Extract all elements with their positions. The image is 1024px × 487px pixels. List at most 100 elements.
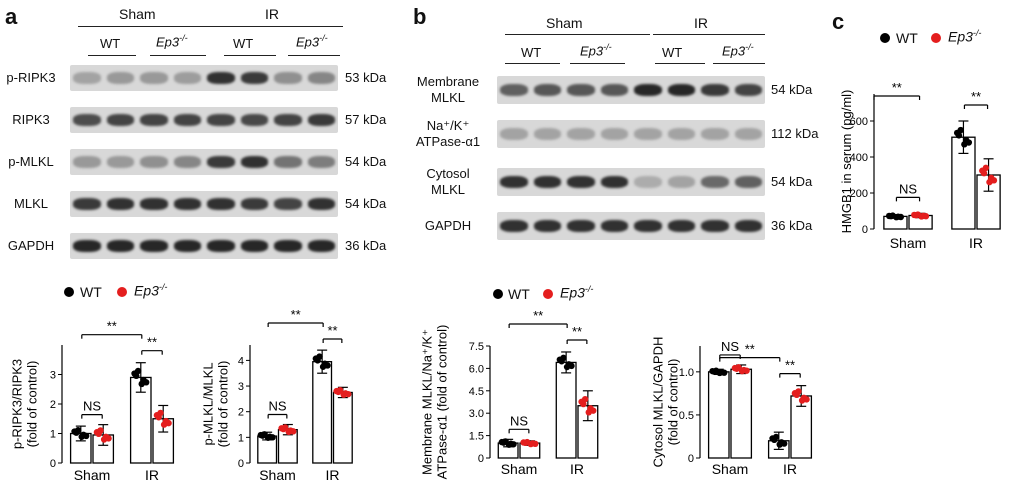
chart-1: 0 1 2 3 p-RIPK3/RIPK3 (fold of control) Sham IR… [10, 319, 175, 483]
data-point [155, 414, 162, 421]
y-axis-label: (fold of control) [25, 361, 40, 448]
data-point [922, 213, 930, 220]
blot-label-line: GAPDH [424, 218, 472, 233]
y-tick-label: 1.5 [469, 431, 484, 443]
y-tick-label: 0 [238, 458, 244, 470]
y-tick-label: 1.0 [679, 367, 694, 379]
data-point [314, 357, 321, 364]
y-tick-label: 7.5 [469, 341, 484, 353]
blot-band [173, 240, 201, 252]
data-point [738, 367, 746, 375]
y-axis-label: Cytosol MLKL/GAPDH [651, 337, 666, 468]
significance-wt: ** [892, 80, 902, 95]
blot-label-line: ATPase-α1 [415, 134, 481, 149]
panel-letter-b: b [413, 4, 427, 29]
blot-kda: 54 kDa [345, 196, 387, 211]
legend-wt-label: WT [80, 284, 102, 300]
significance-ns: NS [83, 399, 101, 414]
blot-band [274, 198, 302, 210]
data-point [986, 178, 993, 186]
blot-band [173, 72, 201, 84]
y-tick-label: 2 [238, 407, 244, 419]
data-point [280, 425, 287, 433]
legend-ko-dot [117, 287, 127, 297]
data-point [793, 391, 800, 399]
blot-band [207, 114, 235, 126]
blot-band [567, 83, 595, 97]
y-axis-label: (fold of control) [216, 361, 231, 448]
blot-band [274, 240, 302, 252]
group-label-ir-a: IR [265, 6, 279, 22]
blot-band [106, 114, 134, 126]
y-tick-label: 6.0 [469, 363, 484, 375]
significance-ir: ** [327, 323, 337, 338]
blot-band [73, 114, 101, 126]
blot-band [667, 219, 695, 233]
blot-kda: 53 kDa [345, 70, 387, 85]
blot-band [533, 219, 561, 233]
category-label: Sham [712, 461, 749, 477]
y-axis-label: p-RIPK3/RIPK3 [10, 359, 25, 449]
blot-band [140, 198, 168, 210]
blot-strip [497, 168, 765, 196]
y-tick-label: 3 [50, 370, 56, 382]
data-point [335, 388, 342, 396]
blot-band [634, 219, 662, 233]
data-point [160, 421, 168, 428]
blot-band [240, 240, 268, 252]
group-label-sham-b: Sham [546, 15, 583, 31]
blot-band [106, 198, 134, 210]
legend-ko-label: Ep3-/- [560, 284, 594, 301]
blot-band [173, 156, 201, 168]
y-axis-label: (fold of control) [666, 359, 681, 446]
genotype-label-b-1: WT [521, 45, 542, 60]
blot-band [701, 83, 729, 97]
data-point [580, 400, 587, 408]
blot-band [307, 240, 335, 252]
blot-band [173, 198, 201, 210]
blot-band [106, 240, 134, 252]
significance-ir: ** [785, 358, 795, 373]
blot-band [106, 156, 134, 168]
data-point [980, 170, 988, 177]
legend-ko-label: Ep3-/- [948, 28, 982, 45]
blot-band [240, 156, 268, 168]
blot-strip [497, 212, 765, 240]
data-point [585, 409, 592, 416]
blot-strip [497, 120, 765, 148]
data-point [711, 368, 718, 375]
blot-band [567, 219, 595, 233]
significance-ir: ** [572, 324, 582, 339]
significance-wt: ** [107, 319, 117, 334]
category-label: IR [969, 235, 983, 251]
bar-wt [555, 361, 577, 459]
blot-band [600, 219, 628, 233]
data-point [340, 391, 347, 398]
genotype-label-b-2: Ep3-/- [580, 42, 612, 59]
blot-label: Membrane MLKL [408, 74, 488, 106]
blot-band [734, 175, 762, 189]
blot-label: p-MLKL [8, 154, 54, 169]
blot-band [207, 240, 235, 252]
blot-kda: 54 kDa [345, 154, 387, 169]
blot-band [701, 219, 729, 233]
significance-wt: ** [745, 342, 755, 357]
group-label-sham-a: Sham [119, 6, 156, 22]
blot-band [106, 72, 134, 84]
blot-band [73, 72, 101, 84]
y-tick-label: 0.5 [679, 410, 694, 422]
blot-kda: 54 kDa [771, 82, 813, 97]
genotype-label-b-4: Ep3-/- [722, 42, 754, 59]
data-point [138, 380, 145, 388]
blot-band [173, 114, 201, 126]
significance-ir: ** [147, 335, 157, 350]
group-line-ir-b [653, 34, 765, 35]
genotype-line-b-3 [655, 63, 705, 64]
blot-band [701, 127, 729, 141]
blot-band [307, 198, 335, 210]
data-point [500, 439, 507, 446]
group-line-sham-a [78, 26, 218, 27]
y-tick-label: 200 [850, 188, 868, 200]
category-label: IR [145, 467, 159, 483]
